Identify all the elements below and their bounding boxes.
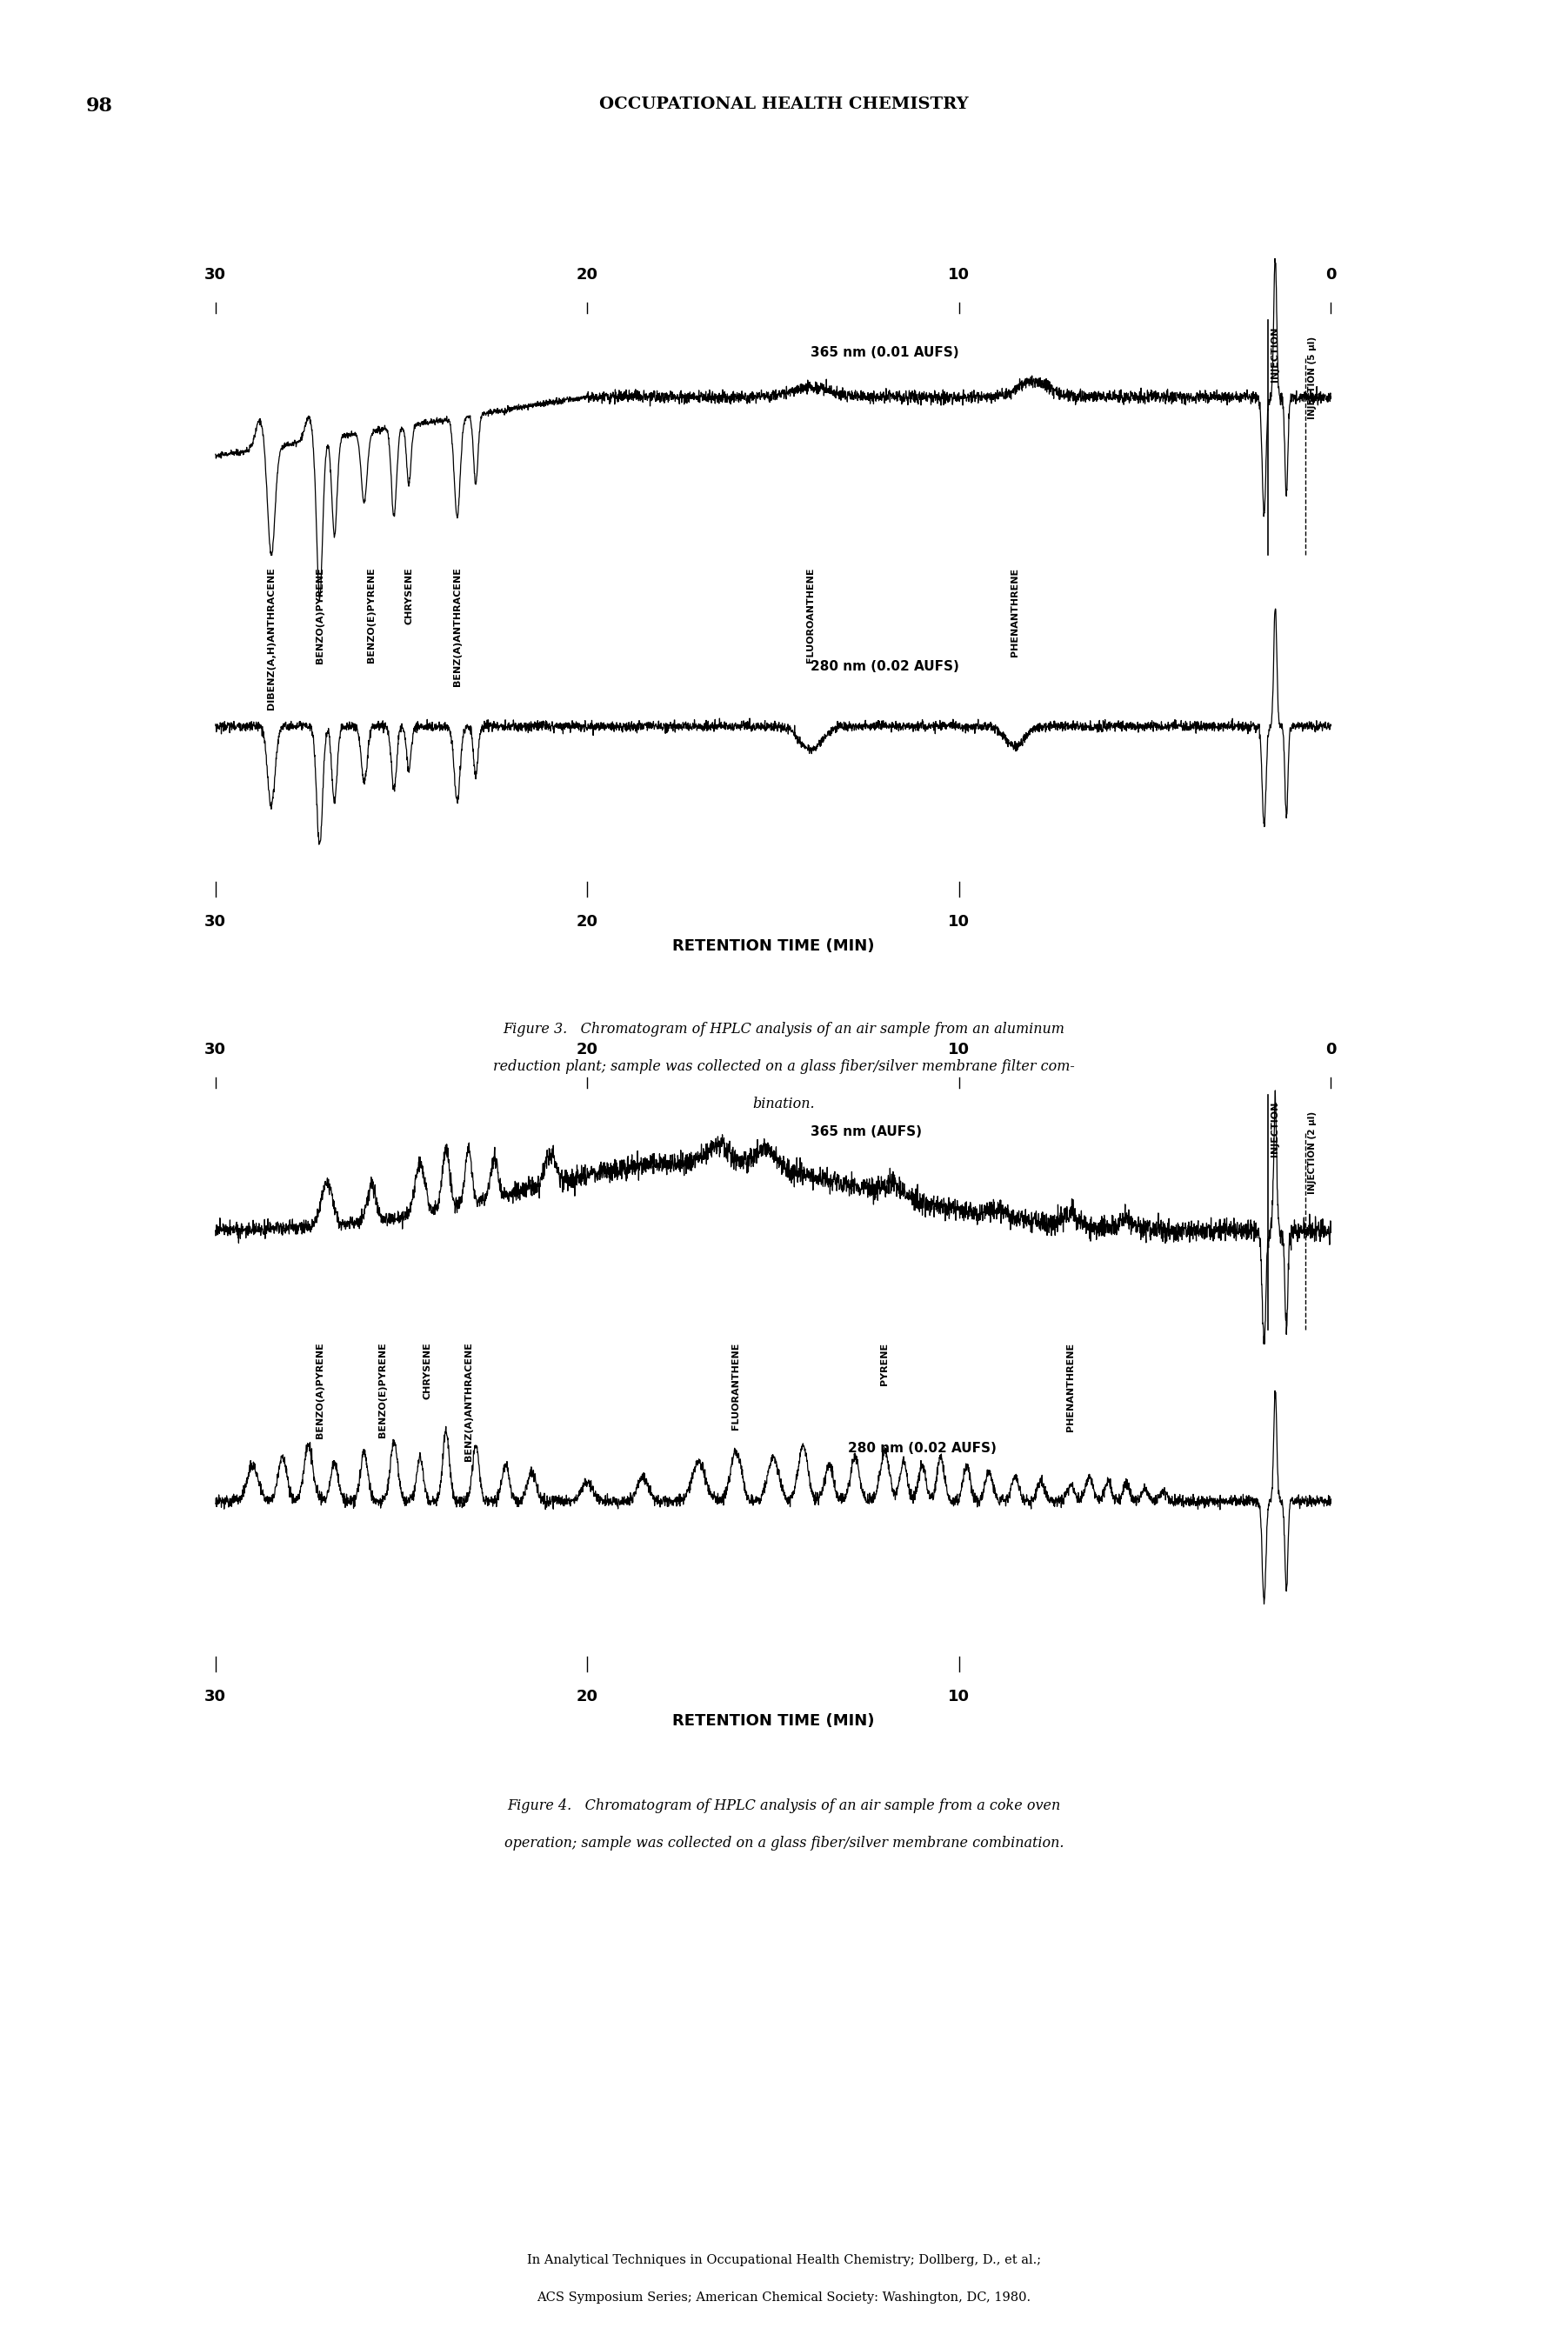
Text: 30: 30 xyxy=(204,913,226,930)
Text: 30: 30 xyxy=(204,1043,226,1059)
Text: FLUORANTHENE: FLUORANTHENE xyxy=(732,1343,740,1430)
Text: reduction plant; sample was collected on a glass fiber/silver membrane filter co: reduction plant; sample was collected on… xyxy=(494,1059,1074,1073)
Text: INJECTION (2 μl): INJECTION (2 μl) xyxy=(1308,1111,1317,1193)
Text: bination.: bination. xyxy=(753,1097,815,1111)
Text: CHRYSENE: CHRYSENE xyxy=(405,568,414,625)
Text: INJECTION: INJECTION xyxy=(1272,1101,1279,1158)
Text: operation; sample was collected on a glass fiber/silver membrane combination.: operation; sample was collected on a gla… xyxy=(505,1836,1063,1850)
Text: 365 nm (AUFS): 365 nm (AUFS) xyxy=(811,1125,922,1139)
Text: 10: 10 xyxy=(949,1043,971,1059)
Text: Figure 3.   Chromatogram of HPLC analysis of an air sample from an aluminum: Figure 3. Chromatogram of HPLC analysis … xyxy=(503,1021,1065,1035)
Text: 10: 10 xyxy=(949,913,971,930)
Text: 30: 30 xyxy=(204,1688,226,1705)
Text: 98: 98 xyxy=(86,96,113,115)
Text: BENZO(A)PYRENE: BENZO(A)PYRENE xyxy=(315,1343,325,1439)
Text: BENZ(A)ANTHRACENE: BENZ(A)ANTHRACENE xyxy=(453,568,461,686)
Text: FLUOROANTHENE: FLUOROANTHENE xyxy=(806,568,815,662)
Text: 280 nm (0.02 AUFS): 280 nm (0.02 AUFS) xyxy=(811,660,960,674)
Text: 20: 20 xyxy=(577,913,599,930)
Text: 20: 20 xyxy=(577,1043,599,1059)
Text: RETENTION TIME (MIN): RETENTION TIME (MIN) xyxy=(673,1714,875,1728)
Text: 10: 10 xyxy=(949,268,971,284)
Text: 0: 0 xyxy=(1325,1043,1336,1059)
Text: 30: 30 xyxy=(204,268,226,284)
Text: Figure 4.   Chromatogram of HPLC analysis of an air sample from a coke oven: Figure 4. Chromatogram of HPLC analysis … xyxy=(508,1799,1060,1813)
Text: BENZO(E)PYRENE: BENZO(E)PYRENE xyxy=(367,568,376,662)
Text: RETENTION TIME (MIN): RETENTION TIME (MIN) xyxy=(673,939,875,953)
Text: PHENANTHRENE: PHENANTHRENE xyxy=(1066,1343,1076,1432)
Text: OCCUPATIONAL HEALTH CHEMISTRY: OCCUPATIONAL HEALTH CHEMISTRY xyxy=(599,96,969,113)
Text: 10: 10 xyxy=(949,1688,971,1705)
Text: BENZO(A)PYRENE: BENZO(A)PYRENE xyxy=(315,568,325,664)
Text: PYRENE: PYRENE xyxy=(881,1343,889,1385)
Text: CHRYSENE: CHRYSENE xyxy=(423,1343,431,1399)
Text: INJECTION (5 μl): INJECTION (5 μl) xyxy=(1308,336,1317,418)
Text: 365 nm (0.01 AUFS): 365 nm (0.01 AUFS) xyxy=(811,345,958,359)
Text: BENZO(E)PYRENE: BENZO(E)PYRENE xyxy=(378,1343,387,1437)
Text: In Analytical Techniques in Occupational Health Chemistry; Dollberg, D., et al.;: In Analytical Techniques in Occupational… xyxy=(527,2254,1041,2266)
Text: ACS Symposium Series; American Chemical Society: Washington, DC, 1980.: ACS Symposium Series; American Chemical … xyxy=(536,2292,1032,2303)
Text: 20: 20 xyxy=(577,268,599,284)
Text: PHENANTHRENE: PHENANTHRENE xyxy=(1011,568,1019,657)
Text: 0: 0 xyxy=(1325,268,1336,284)
Text: BENZ(A)ANTHRACENE: BENZ(A)ANTHRACENE xyxy=(464,1343,472,1460)
Text: INJECTION: INJECTION xyxy=(1272,326,1279,383)
Text: 20: 20 xyxy=(577,1688,599,1705)
Text: 280 nm (0.02 AUFS): 280 nm (0.02 AUFS) xyxy=(848,1442,996,1456)
Text: DIBENZ(A,H)ANTHRACENE: DIBENZ(A,H)ANTHRACENE xyxy=(267,568,276,709)
